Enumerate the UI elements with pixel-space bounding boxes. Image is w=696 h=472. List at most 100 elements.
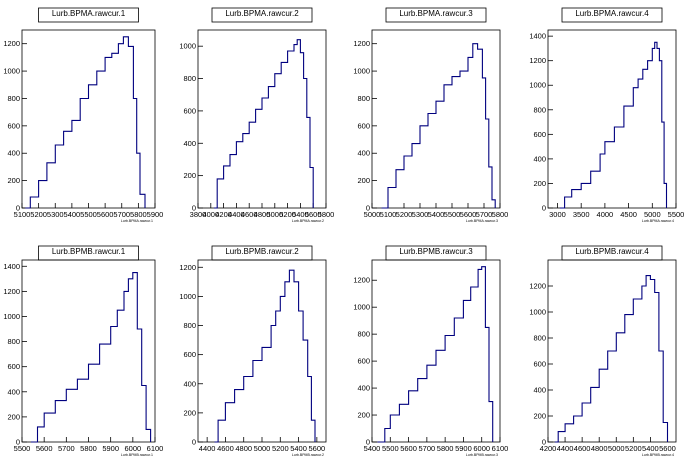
x-tick-label: 4600 <box>574 444 591 453</box>
x-tick-label: 5900 <box>147 210 164 219</box>
histogram-panel-3: Lurb.BPMA.rawcur.3 0 200 400 600 800 1000 1200 5… <box>353 7 508 223</box>
histogram-panel-5: Lurb.BPMB.rawcur.1 0 200 400 600 800 1000 1200 1… <box>3 245 164 457</box>
x-tick-label: 5000 <box>266 210 283 219</box>
x-tick-label: 5600 <box>400 444 417 453</box>
y-tick-label: 800 <box>533 105 546 114</box>
chart-title: Lurb.BPMB.rawcur.2 <box>225 247 299 256</box>
x-tick-label: 3500 <box>573 210 590 219</box>
x-tick-label: 5300 <box>412 210 429 219</box>
histogram-series <box>214 269 316 443</box>
x-tick-label: 4800 <box>235 444 252 453</box>
x-tick-label: 5700 <box>476 210 493 219</box>
y-tick-label: 400 <box>7 149 20 158</box>
x-tick-label: 5800 <box>130 210 147 219</box>
y-tick-label: 0 <box>192 438 196 447</box>
y-tick-label: 1200 <box>3 39 20 48</box>
x-tick-label: 5100 <box>380 210 397 219</box>
chart-title: Lurb.BPMA.rawcur.1 <box>52 9 126 18</box>
chart-title: Lurb.BPMA.rawcur.3 <box>399 9 473 18</box>
y-tick-label: 200 <box>357 176 370 185</box>
y-tick-label: 200 <box>7 412 20 421</box>
chart-title: Lurb.BPMA.rawcur.2 <box>225 9 299 18</box>
x-tick-label: 5500 <box>14 444 31 453</box>
y-tick-label: 600 <box>183 106 196 115</box>
x-tick-label: 5400 <box>428 210 445 219</box>
y-tick-label: 800 <box>183 321 196 330</box>
x-tick-label: 5100 <box>14 210 31 219</box>
plot-frame <box>21 29 156 209</box>
x-tick-label: 6000 <box>124 444 141 453</box>
histogram-panel-4: Lurb.BPMA.rawcur.4 0 200 400 600 800 1000 1200 1… <box>529 7 685 223</box>
histogram-panel-7: Lurb.BPMB.rawcur.3 0 200 400 600 800 1000 1200 5… <box>353 245 509 457</box>
y-tick-label: 1200 <box>179 263 196 272</box>
x-tick-label: 5000 <box>364 210 381 219</box>
plot-frame <box>547 29 677 209</box>
y-tick-label: 200 <box>357 411 370 420</box>
histogram-series <box>554 275 669 443</box>
x-tick-label: 5400 <box>292 210 309 219</box>
x-axis-label: Lurb.BPMB.rawcur.1 <box>121 453 153 457</box>
y-tick-label: 1000 <box>179 292 196 301</box>
y-tick-label: 0 <box>192 204 196 213</box>
x-tick-label: 5400 <box>642 444 659 453</box>
x-tick-label: 5000 <box>608 444 625 453</box>
x-tick-label: 4600 <box>217 444 234 453</box>
y-tick-label: 1000 <box>353 303 370 312</box>
x-tick-label: 5800 <box>80 444 97 453</box>
x-tick-label: 5200 <box>279 210 296 219</box>
x-tick-label: 5400 <box>64 210 81 219</box>
x-tick-label: 6000 <box>473 444 490 453</box>
histogram-series <box>381 43 496 209</box>
x-tick-label: 5200 <box>272 444 289 453</box>
x-tick-label: 4800 <box>254 210 271 219</box>
y-tick-label: 400 <box>183 139 196 148</box>
histogram-panel-2: Lurb.BPMA.rawcur.20200400600800100038004… <box>179 7 334 223</box>
x-tick-label: 4600 <box>241 210 258 219</box>
y-tick-label: 200 <box>533 412 546 421</box>
y-tick-label: 1200 <box>529 282 546 291</box>
x-tick-label: 5600 <box>36 444 53 453</box>
y-tick-label: 0 <box>16 438 20 447</box>
x-tick-label: 5300 <box>47 210 64 219</box>
x-tick-label: 6100 <box>147 444 164 453</box>
histogram-series <box>377 266 494 443</box>
x-tick-label: 5500 <box>668 210 685 219</box>
y-tick-label: 1400 <box>529 32 546 41</box>
y-tick-label: 400 <box>533 386 546 395</box>
x-tick-label: 5500 <box>444 210 461 219</box>
y-tick-label: 800 <box>533 334 546 343</box>
y-tick-label: 800 <box>7 337 20 346</box>
y-tick-label: 0 <box>542 438 546 447</box>
x-tick-label: 5500 <box>80 210 97 219</box>
plot-frame <box>371 29 501 209</box>
title-box <box>385 7 487 23</box>
x-tick-label: 5600 <box>305 210 322 219</box>
histogram-series <box>214 39 314 209</box>
x-tick-label: 5600 <box>309 444 326 453</box>
x-tick-label: 5400 <box>364 444 381 453</box>
x-tick-label: 6100 <box>492 444 509 453</box>
histogram-panel-6: Lurb.BPMB.rawcur.2 0 200 400 600 800 1000 1200 4… <box>179 245 327 457</box>
y-tick-label: 800 <box>357 330 370 339</box>
y-tick-label: 400 <box>357 149 370 158</box>
x-axis-label: Lurb.BPMA.rawcur.1 <box>121 219 153 223</box>
y-tick-label: 1400 <box>3 262 20 271</box>
x-tick-label: 5900 <box>102 444 119 453</box>
y-tick-label: 0 <box>366 438 370 447</box>
histogram-series <box>559 41 668 209</box>
y-tick-label: 800 <box>357 94 370 103</box>
histogram-series <box>30 272 152 443</box>
x-tick-label: 4400 <box>557 444 574 453</box>
x-tick-label: 5000 <box>254 444 271 453</box>
chart-title: Lurb.BPMB.rawcur.1 <box>52 247 126 256</box>
x-tick-label: 5700 <box>419 444 436 453</box>
y-tick-label: 600 <box>7 121 20 130</box>
x-tick-label: 5200 <box>30 210 47 219</box>
x-tick-label: 5400 <box>290 444 307 453</box>
x-tick-label: 5200 <box>396 210 413 219</box>
histogram-panel-8: Lurb.BPMB.rawcur.4 0 200 400 600 800 1000 1200 4… <box>529 245 677 457</box>
y-tick-label: 400 <box>7 387 20 396</box>
x-axis-label: Lurb.BPMA.rawcur.3 <box>466 219 498 223</box>
x-tick-label: 4400 <box>199 444 216 453</box>
x-tick-label: 5700 <box>113 210 130 219</box>
